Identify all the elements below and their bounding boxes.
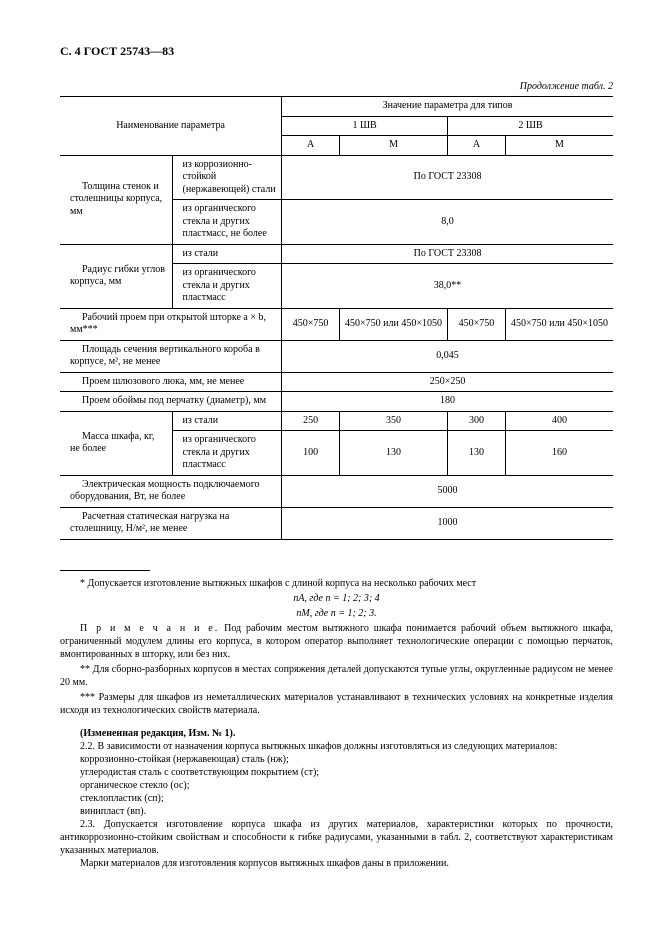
r7-c3: 300 <box>448 411 506 431</box>
th-valhdr: Значение параметра для типов <box>282 97 613 117</box>
r7-c4: 400 <box>505 411 613 431</box>
th-2m: М <box>505 136 613 156</box>
th-type2: 2 ШВ <box>448 116 613 136</box>
page-header: С. 4 ГОСТ 25743—83 <box>60 44 613 59</box>
r6-param: Проем обоймы под перчатку (диаметр), мм <box>60 392 282 412</box>
body-3: углеродистая сталь с соответствующим пок… <box>60 766 613 779</box>
footnote-2: ** Для сборно-разборных корпусов в места… <box>60 663 613 689</box>
parameters-table: Наименование параметра Значение параметр… <box>60 96 613 540</box>
r2-sub2: из органического стекла и других пластма… <box>172 264 282 309</box>
footnote-separator <box>60 570 150 571</box>
r5-param: Проем шлюзового люка, мм, не менее <box>60 372 282 392</box>
r1-param: Толщина стенок и столешницы корпуса, мм <box>60 155 172 244</box>
th-2a: А <box>448 136 506 156</box>
th-1m: М <box>340 136 448 156</box>
r2-param: Радиус гибки углов корпуса, мм <box>60 244 172 308</box>
body-6: винипласт (вп). <box>60 805 613 818</box>
th-param: Наименование параметра <box>60 97 282 156</box>
table-caption: Продолжение табл. 2 <box>60 81 613 92</box>
r1-sub2: из органического стекла и других пластма… <box>172 200 282 245</box>
r7-sub1: из стали <box>172 411 282 431</box>
r3-c2: 450×750 или 450×1050 <box>340 308 448 340</box>
r1-v2: 8,0 <box>282 200 613 245</box>
r7-d1: 100 <box>282 431 340 476</box>
r2-sub1: из стали <box>172 244 282 264</box>
r4-param: Площадь сечения вертикального короба в к… <box>60 340 282 372</box>
body-2: коррозионно-стойкая (нержавеющая) сталь … <box>60 753 613 766</box>
r7-d2: 130 <box>340 431 448 476</box>
th-1a: А <box>282 136 340 156</box>
r9-v: 1000 <box>282 507 613 539</box>
r1-sub1: из коррозионно-стойкой (нержавеющей) ста… <box>172 155 282 200</box>
r9-param: Расчетная статическая нагрузка на столеш… <box>60 507 282 539</box>
footnote-1b: nМ, где n = 1; 2; 3. <box>296 608 376 619</box>
r3-c3: 450×750 <box>448 308 506 340</box>
body-0: (Измененная редакция, Изм. № 1). <box>80 728 235 739</box>
r8-param: Электрическая мощность подключаемого обо… <box>60 475 282 507</box>
r5-v: 250×250 <box>282 372 613 392</box>
r6-v: 180 <box>282 392 613 412</box>
r7-c2: 350 <box>340 411 448 431</box>
footnote-1: * Допускается изготовление вытяжных шкаф… <box>60 577 613 590</box>
note-label: П р и м е ч а н и е. <box>80 623 219 634</box>
footnote-1a: nА, где n = 1; 2; 3; 4 <box>293 593 379 604</box>
body-4: органическое стекло (ос); <box>60 779 613 792</box>
r3-c4: 450×750 или 450×1050 <box>505 308 613 340</box>
r2-v1: По ГОСТ 23308 <box>282 244 613 264</box>
body-text: (Измененная редакция, Изм. № 1). 2.2. В … <box>60 727 613 870</box>
body-7: 2.3. Допускается изготовление корпуса шк… <box>60 818 613 857</box>
r7-c1: 250 <box>282 411 340 431</box>
r2-v2: 38,0** <box>282 264 613 309</box>
r4-v: 0,045 <box>282 340 613 372</box>
body-5: стеклопластик (сп); <box>60 792 613 805</box>
r1-v1: По ГОСТ 23308 <box>282 155 613 200</box>
body-1: 2.2. В зависимости от назначения корпуса… <box>60 740 613 753</box>
body-8: Марки материалов для изготовления корпус… <box>60 857 613 870</box>
page: С. 4 ГОСТ 25743—83 Продолжение табл. 2 Н… <box>0 0 661 936</box>
footnotes: * Допускается изготовление вытяжных шкаф… <box>60 577 613 717</box>
r7-d3: 130 <box>448 431 506 476</box>
r7-d4: 160 <box>505 431 613 476</box>
r7-sub2: из органического стекла и других пластма… <box>172 431 282 476</box>
r7-param: Масса шкафа, кг, не более <box>60 411 172 475</box>
th-type1: 1 ШВ <box>282 116 448 136</box>
footnote-3: *** Размеры для шкафов из неметаллически… <box>60 691 613 717</box>
r8-v: 5000 <box>282 475 613 507</box>
r3-param: Рабочий проем при открытой шторке a × b,… <box>60 308 282 340</box>
r3-c1: 450×750 <box>282 308 340 340</box>
